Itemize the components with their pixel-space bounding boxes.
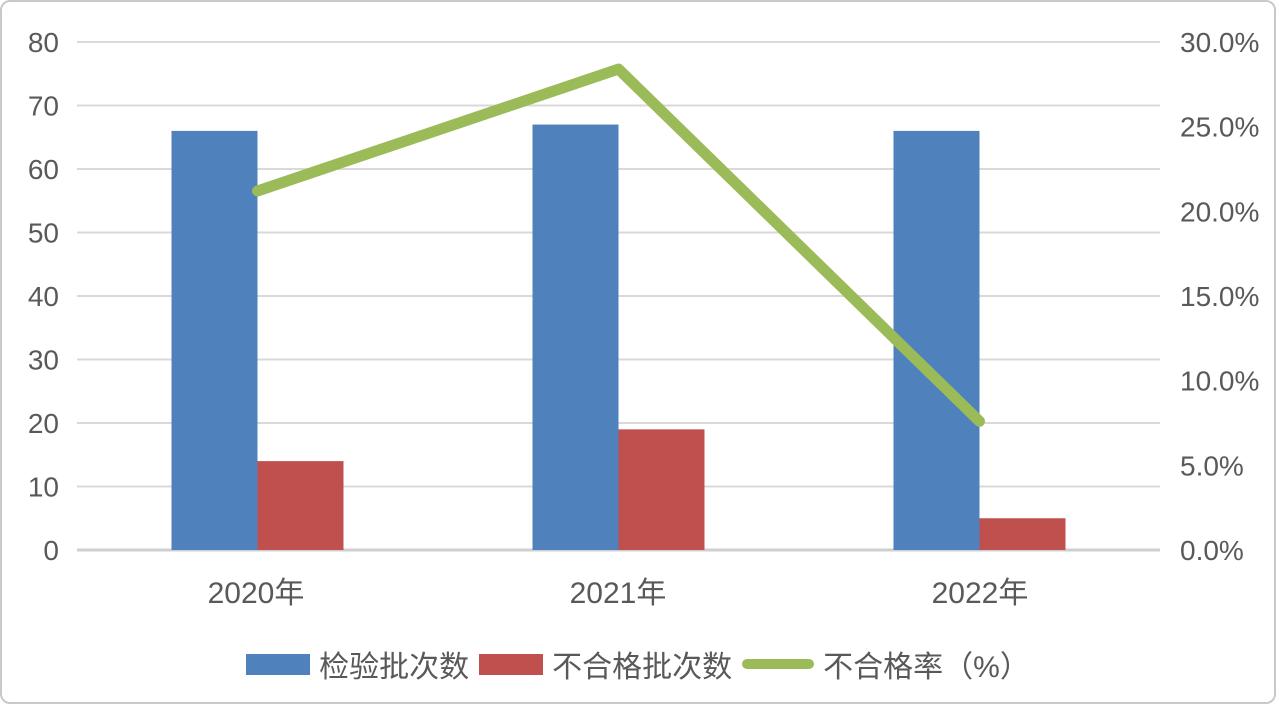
bar-series1-cat2 — [979, 518, 1066, 550]
y-axis-right-tick-label: 30.0% — [1180, 27, 1259, 58]
legend-swatch-failure-rate-line-icon — [742, 659, 815, 669]
y-axis-left-tick-label: 80 — [28, 27, 59, 58]
legend-label-failure-rate: 不合格率（%） — [823, 651, 1030, 684]
y-axis-left-tick-label: 60 — [28, 154, 59, 185]
y-axis-left-tick-label: 40 — [28, 281, 59, 312]
legend: 检验批次数 不合格批次数 不合格率（%） — [2, 642, 1274, 686]
y-axis-right-tick-label: 15.0% — [1180, 281, 1259, 312]
y-axis-right-tick-label: 0.0% — [1180, 535, 1244, 566]
legend-swatch-inspection-batches-icon — [246, 653, 311, 675]
y-axis-right-tick-label: 5.0% — [1180, 450, 1244, 481]
y-axis-right-tick-label: 10.0% — [1180, 366, 1259, 397]
y-axis-left-tick-label: 0 — [43, 535, 59, 566]
x-axis: 2020年 2021年 2022年 — [2, 568, 1274, 610]
legend-swatch-failed-batches-icon — [479, 653, 544, 675]
bar-series0-cat0 — [171, 130, 258, 550]
bar-series1-cat0 — [257, 461, 344, 550]
y-axis-left-tick-label: 10 — [28, 472, 59, 503]
x-axis-category-label: 2022年 — [931, 577, 1029, 610]
y-axis-left-tick-label: 30 — [28, 345, 59, 376]
failure-rate-line — [252, 63, 985, 427]
y-axis-right-tick-label: 20.0% — [1180, 196, 1259, 227]
y-axis-right-tick-label: 25.0% — [1180, 112, 1259, 143]
x-axis-category-label: 2021年 — [569, 577, 667, 610]
legend-label-failed-batches: 不合格批次数 — [552, 651, 733, 684]
legend-item-inspection-batches: 检验批次数 — [246, 642, 469, 686]
legend-item-failed-batches: 不合格批次数 — [479, 642, 732, 686]
y-axis-left-tick-label: 70 — [28, 91, 59, 122]
bar-series1-cat1 — [618, 429, 705, 550]
y-axis-left-tick-label: 20 — [28, 408, 59, 439]
legend-label-inspection-batches: 检验批次数 — [319, 651, 470, 684]
legend-item-failure-rate: 不合格率（%） — [742, 642, 1030, 686]
y-axis-left-tick-label: 50 — [28, 218, 59, 249]
x-axis-category-label: 2020年 — [207, 577, 305, 610]
bar-series0-cat1 — [532, 124, 619, 551]
bar-series0-cat2 — [893, 130, 980, 550]
